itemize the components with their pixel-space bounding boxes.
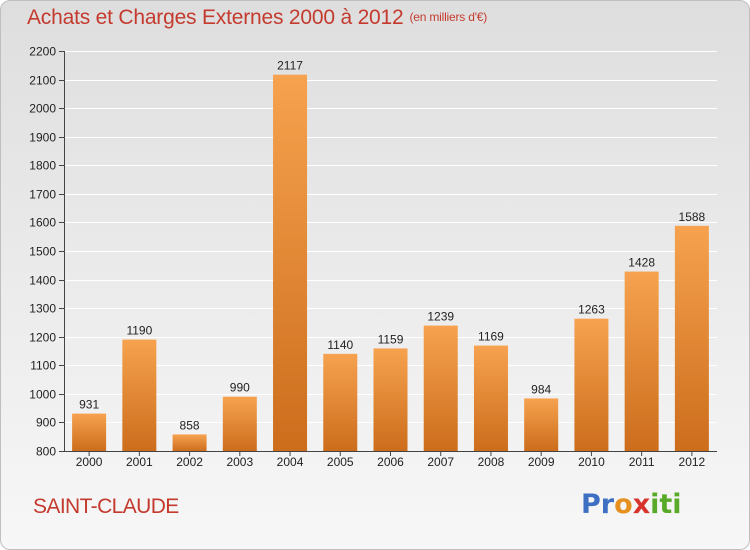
- data-label: 931: [79, 398, 99, 412]
- y-tick-label: 1700: [29, 188, 56, 202]
- x-tick-label: 2010: [578, 455, 605, 469]
- logo-letter: x: [632, 489, 651, 520]
- x-tick-label: 2002: [176, 455, 203, 469]
- logo-letter: P: [581, 489, 601, 520]
- bar: [524, 398, 559, 451]
- data-label: 1159: [378, 332, 404, 346]
- y-tick-label: 1400: [29, 274, 56, 288]
- y-tick-label: 1200: [29, 331, 56, 345]
- bar: [122, 339, 157, 451]
- y-tick-label: 900: [36, 416, 56, 430]
- data-label: 2117: [277, 59, 303, 73]
- x-tick-label: 2000: [76, 455, 103, 469]
- bar: [172, 434, 207, 451]
- logo-letter: o: [614, 489, 633, 520]
- data-label: 858: [180, 418, 200, 432]
- x-tick-label: 2003: [226, 455, 253, 469]
- bar: [222, 396, 257, 451]
- x-tick-label: 2011: [629, 455, 655, 469]
- logo-letter: t: [659, 489, 673, 520]
- data-label: 1190: [126, 324, 152, 338]
- y-tick-label: 1000: [29, 388, 56, 402]
- y-tick-label: 1100: [30, 359, 56, 373]
- y-tick-label: 1900: [29, 131, 56, 145]
- axes: [59, 51, 717, 456]
- bar: [273, 74, 308, 451]
- y-tick-label: 800: [36, 445, 56, 459]
- y-tick-label: 1800: [29, 159, 56, 173]
- x-tick-label: 2004: [277, 455, 304, 469]
- logo-letter: i: [672, 489, 682, 520]
- bar: [624, 271, 659, 451]
- chart-title-text: Achats et Charges Externes 2000 à 2012: [27, 6, 404, 29]
- bar: [473, 345, 508, 451]
- x-tick-label: 2005: [327, 455, 354, 469]
- data-label: 1428: [628, 256, 655, 270]
- data-label: 990: [230, 381, 250, 395]
- y-tick-label: 1600: [29, 216, 56, 230]
- x-tick-label: 2012: [679, 455, 706, 469]
- proxiti-logo: Proxiti: [581, 489, 682, 520]
- bar: [423, 325, 458, 451]
- data-label: 1140: [327, 338, 353, 352]
- commune-name: SAINT-CLAUDE: [33, 495, 179, 518]
- x-tick-label: 2009: [528, 455, 555, 469]
- chart-title: Achats et Charges Externes 2000 à 2012 (e…: [27, 6, 487, 30]
- bar: [373, 348, 408, 451]
- data-label: 1239: [427, 310, 454, 324]
- data-label: 1263: [578, 303, 605, 317]
- chart-unit: (en milliers d'€): [409, 10, 488, 24]
- x-tick-label: 2007: [427, 455, 454, 469]
- y-tick-label: 2100: [29, 74, 56, 88]
- logo-letter: i: [650, 489, 660, 520]
- bar: [574, 318, 609, 451]
- logo-letter: r: [600, 489, 615, 520]
- y-tick-label: 1300: [29, 302, 56, 316]
- y-tick-label: 2200: [29, 45, 56, 59]
- x-tick-label: 2001: [126, 455, 153, 469]
- bar: [72, 413, 107, 451]
- y-tick-label: 1500: [29, 245, 56, 259]
- data-label: 1588: [679, 210, 706, 224]
- bar: [674, 225, 709, 451]
- data-label: 1169: [478, 330, 504, 344]
- y-tick-label: 2000: [29, 102, 56, 116]
- bar: [323, 353, 358, 451]
- x-tick-label: 2006: [377, 455, 404, 469]
- x-tick-label: 2008: [478, 455, 505, 469]
- bars: [72, 74, 709, 451]
- data-label: 984: [531, 382, 551, 396]
- labels: 800 900 1000 1100 1200 1300 1400 1500 1600 1700 18…: [29, 45, 705, 470]
